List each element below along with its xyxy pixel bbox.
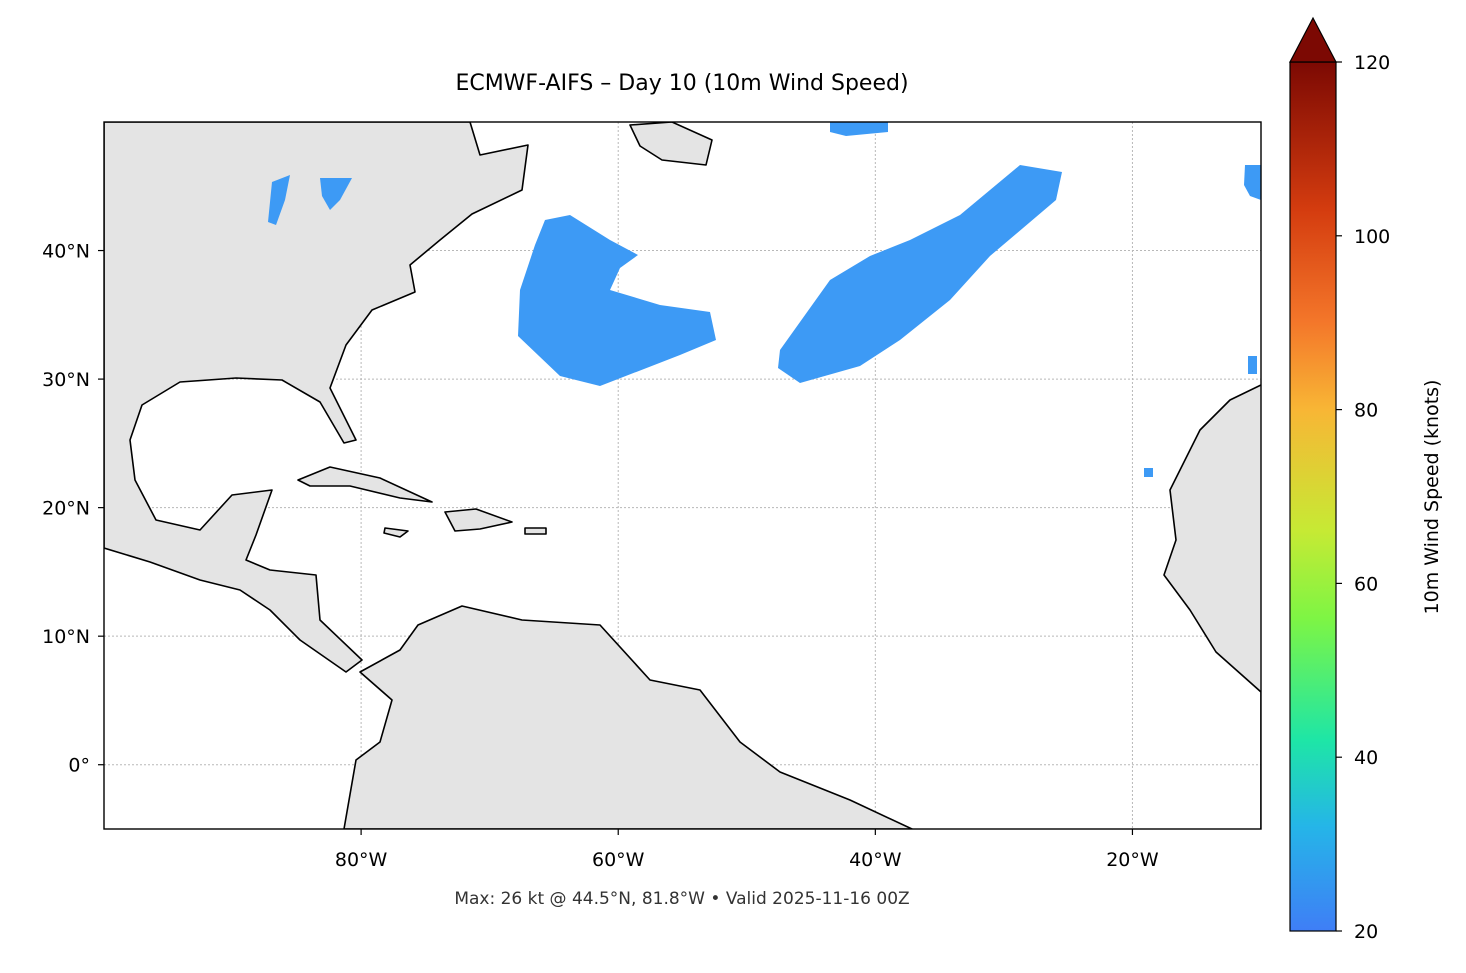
x-tick-label: 80°W: [335, 849, 388, 871]
x-tick-label: 40°W: [849, 849, 902, 871]
colorbar-extend: [1289, 16, 1337, 63]
africa: [1163, 384, 1261, 829]
newfoundland: [629, 122, 713, 166]
colorbar-tick-label: 20: [1354, 921, 1378, 943]
colorbar-tick-label: 120: [1354, 52, 1390, 74]
colorbar-tick-label: 80: [1354, 400, 1378, 422]
south-america: [343, 605, 913, 829]
hispaniola: [444, 508, 513, 532]
wind-patch: [320, 178, 352, 210]
wind-patch: [1144, 468, 1153, 477]
puerto-rico: [524, 527, 547, 535]
wind-patch: [518, 215, 716, 386]
x-tick-label: 60°W: [592, 849, 645, 871]
wind-patch: [830, 122, 888, 136]
y-tick-label: 20°N: [42, 498, 90, 520]
footer-note: Max: 26 kt @ 44.5°N, 81.8°W • Valid 2025…: [454, 889, 909, 909]
map-frame: [103, 121, 1262, 830]
x-tick-label: 20°W: [1106, 849, 1159, 871]
jamaica: [383, 527, 409, 538]
colorbar-tick-label: 40: [1354, 747, 1378, 769]
colorbar: [1289, 61, 1337, 932]
y-tick-label: 40°N: [42, 241, 90, 263]
colorbar-label: 10m Wind Speed (knots): [1421, 380, 1443, 615]
map-area: [104, 122, 1261, 829]
y-tick-label: 0°: [68, 755, 90, 777]
cuba: [297, 466, 433, 503]
map-title: ECMWF-AIFS – Day 10 (10m Wind Speed): [455, 71, 908, 96]
wind-patch: [268, 175, 290, 225]
wind-patch: [778, 165, 1062, 383]
y-tick-label: 30°N: [42, 369, 90, 391]
colorbar-tick-label: 60: [1354, 573, 1378, 595]
wind-patch: [1244, 165, 1261, 200]
colorbar-tick-label: 100: [1354, 226, 1390, 248]
y-tick-label: 10°N: [42, 626, 90, 648]
north-america: [104, 122, 529, 673]
wind-patch: [1248, 356, 1257, 374]
